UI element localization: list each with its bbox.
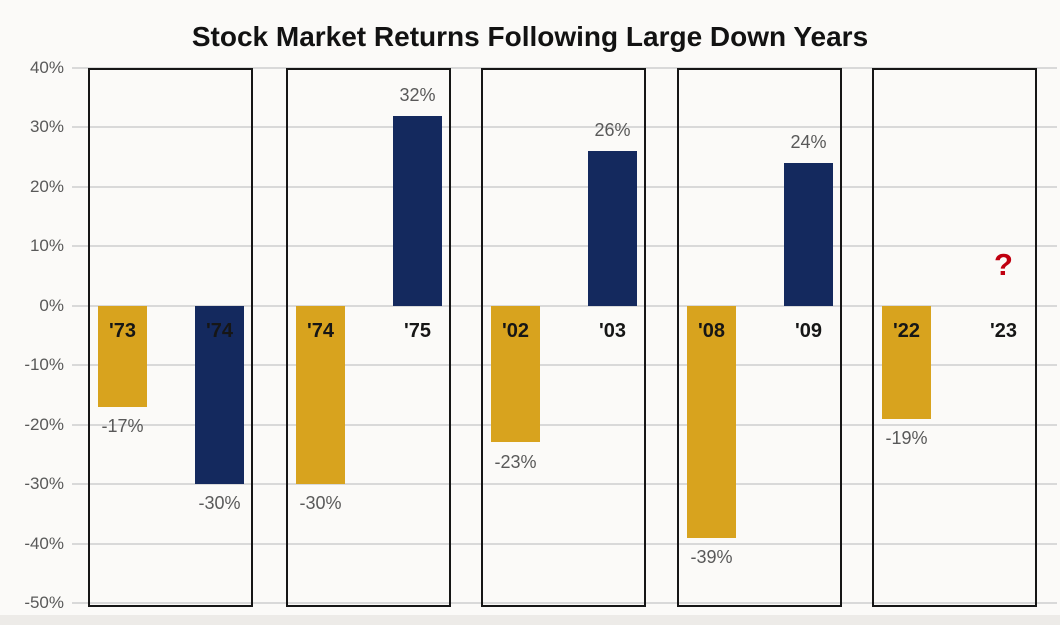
bar <box>296 305 345 485</box>
bar <box>687 305 736 538</box>
chart-panel <box>872 68 1037 607</box>
bar-value-label: -30% <box>198 493 241 514</box>
y-axis-tick-label: -50% <box>24 593 64 612</box>
chart-title: Stock Market Returns Following Large Dow… <box>191 21 869 52</box>
y-axis-tick-label: -10% <box>24 355 64 375</box>
gridline <box>72 602 1057 604</box>
bar-year-label: '08 <box>697 320 725 342</box>
gridline <box>72 483 1057 486</box>
gridline <box>72 126 1057 129</box>
bar-value-label: 32% <box>399 84 436 105</box>
y-axis-tick-label: 20% <box>29 176 64 196</box>
bar-year-label: '22 <box>892 320 920 342</box>
question-mark: ? <box>994 247 1013 282</box>
gridline <box>72 423 1057 426</box>
bottom-edge-strip <box>0 615 1060 625</box>
bar-year-label: '74 <box>205 320 233 342</box>
y-axis-tick-label: 30% <box>29 117 64 137</box>
bar <box>98 305 147 407</box>
bar <box>784 163 833 306</box>
gridline <box>72 304 1057 307</box>
bar-value-label: -30% <box>299 493 342 514</box>
y-axis-tick-label: -40% <box>24 533 64 553</box>
bar-value-label: -23% <box>494 451 537 472</box>
bar <box>393 115 442 306</box>
bar-value-label: 24% <box>790 132 827 153</box>
chart-panel <box>677 68 842 607</box>
bar <box>491 305 540 443</box>
bar-year-label: '75 <box>403 320 431 342</box>
bar <box>588 151 637 306</box>
y-axis-tick-label: -30% <box>24 474 64 494</box>
bar-value-label: -17% <box>101 415 144 436</box>
bar-value-label: -19% <box>885 427 928 448</box>
gridline <box>72 185 1057 188</box>
gridline <box>72 245 1057 248</box>
bar-year-label: '03 <box>598 320 626 342</box>
bar-year-label: '74 <box>306 320 334 342</box>
bar <box>882 305 931 419</box>
y-axis-tick-label: 10% <box>29 236 64 256</box>
y-axis-tick-label: 0% <box>39 295 64 315</box>
y-axis-tick-label: 40% <box>29 58 64 77</box>
chart-panel <box>286 68 451 607</box>
bar-value-label: -39% <box>690 546 733 567</box>
chart-panel <box>481 68 646 607</box>
chart-panel <box>88 68 253 607</box>
y-axis-tick-label: -20% <box>24 414 64 434</box>
bar-year-label: '02 <box>501 320 529 342</box>
bar <box>195 305 244 485</box>
bar-year-label: '23 <box>989 320 1017 342</box>
bar-value-label: 26% <box>594 120 631 141</box>
gridline <box>72 542 1057 545</box>
bar-year-label: '73 <box>108 320 136 342</box>
gridline <box>72 364 1057 367</box>
bar-year-label: '09 <box>794 320 822 342</box>
